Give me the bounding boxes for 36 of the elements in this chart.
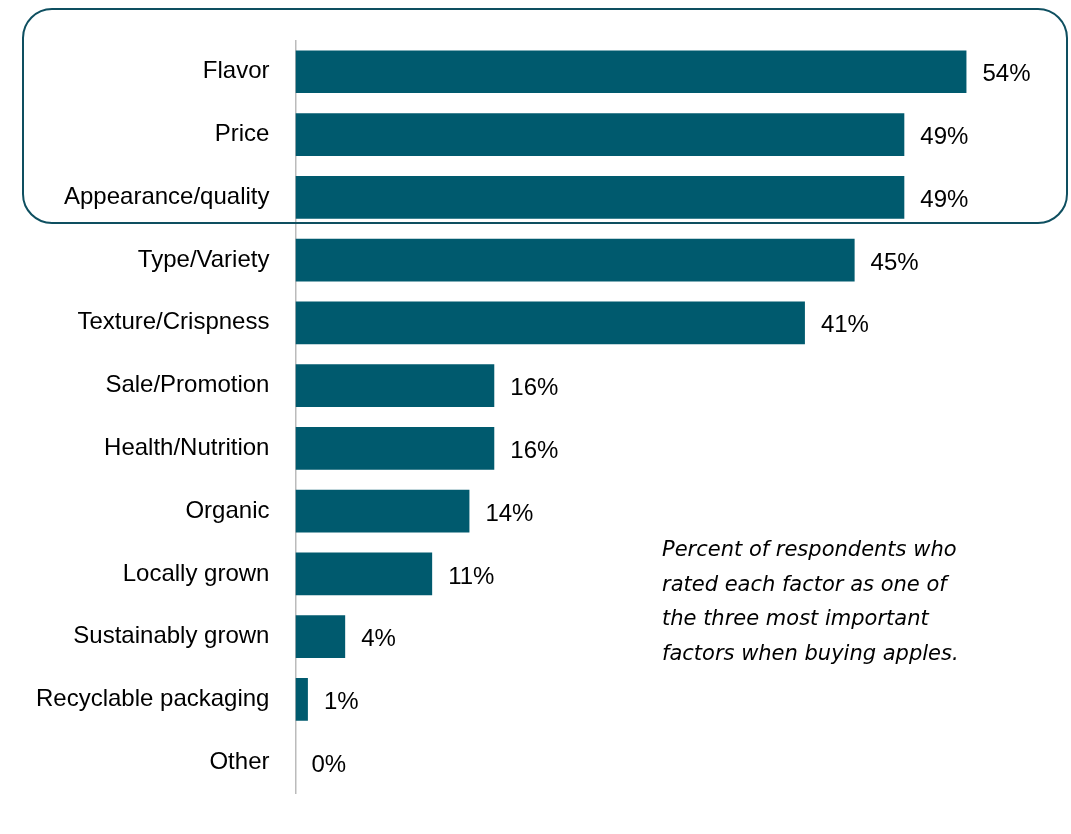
bar [295, 175, 905, 219]
bar [295, 615, 346, 659]
y-tick-label: Locally grown [122, 558, 270, 586]
bar [295, 427, 495, 470]
y-tick-label: Health/Nutrition [104, 433, 270, 461]
y-tick-label: Organic [185, 495, 270, 523]
y-tick-label: Sale/Promotion [105, 370, 270, 398]
y-tick-label: Type/Variety [137, 244, 270, 272]
data-label: 4% [361, 624, 396, 652]
annotation: Percent of respondents who rated each factor as one of the three most important factors when buying apples. [662, 536, 960, 667]
data-label: 49% [920, 122, 969, 150]
bar [295, 50, 967, 94]
y-tick-label: Sustainably grown [73, 621, 270, 649]
bar [295, 364, 495, 407]
bar [295, 552, 433, 596]
data-label: 16% [510, 373, 559, 401]
data-label: 49% [920, 184, 969, 212]
bar [295, 489, 470, 533]
y-tick-label: Texture/Crispness [77, 307, 270, 335]
data-label: 45% [870, 247, 919, 275]
data-label: 54% [982, 59, 1031, 87]
data-label: 11% [448, 561, 495, 589]
y-tick-label: Other [209, 746, 270, 774]
data-label: 0% [311, 749, 347, 777]
y-tick-label: Appearance/quality [63, 181, 270, 209]
y-tick-label: Price [214, 119, 270, 147]
data-label: 1% [323, 687, 359, 715]
data-label: 41% [820, 310, 869, 338]
y-tick-label: Recyclable packaging [35, 684, 270, 712]
y-tick-label: Flavor [202, 56, 270, 84]
bar [295, 238, 855, 282]
data-label: 16% [510, 436, 559, 464]
data-label: 14% [485, 498, 534, 526]
bar [295, 301, 805, 345]
bar [295, 113, 905, 156]
bar [295, 678, 308, 721]
